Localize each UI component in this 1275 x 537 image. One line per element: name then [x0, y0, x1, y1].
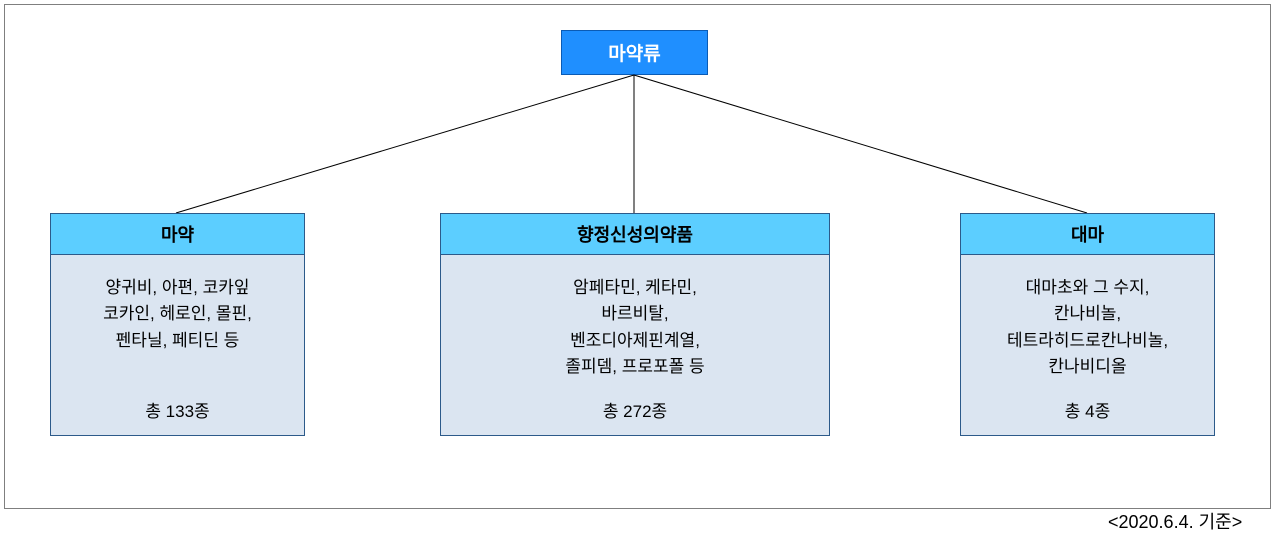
child-node: 향정신성의약품암페타민, 케타민, 바르비탈, 벤조디아제핀계열, 졸피뎀, 프… — [440, 213, 830, 436]
child-total: 총 4종 — [971, 389, 1204, 425]
child-header: 대마 — [961, 214, 1214, 255]
child-total: 총 133종 — [61, 389, 294, 425]
child-examples: 양귀비, 아편, 코카잎 코카인, 헤로인, 몰핀, 펜타닐, 페티딘 등 — [61, 275, 294, 354]
child-body: 대마초와 그 수지, 칸나비놀, 테트라히드로칸나비놀, 칸나비디올총 4종 — [961, 255, 1214, 435]
child-total: 총 272종 — [451, 389, 819, 425]
footnote-text: <2020.6.4. 기준> — [1108, 512, 1242, 532]
child-body: 양귀비, 아편, 코카잎 코카인, 헤로인, 몰핀, 펜타닐, 페티딘 등총 1… — [51, 255, 304, 435]
child-examples: 대마초와 그 수지, 칸나비놀, 테트라히드로칸나비놀, 칸나비디올 — [971, 275, 1204, 380]
child-body: 암페타민, 케타민, 바르비탈, 벤조디아제핀계열, 졸피뎀, 프로포폴 등총 … — [441, 255, 829, 435]
root-label: 마약류 — [608, 39, 660, 66]
child-header: 마약 — [51, 214, 304, 255]
footnote: <2020.6.4. 기준> — [1108, 508, 1242, 534]
child-node: 대마대마초와 그 수지, 칸나비놀, 테트라히드로칸나비놀, 칸나비디올총 4종 — [960, 213, 1215, 436]
child-node: 마약양귀비, 아편, 코카잎 코카인, 헤로인, 몰핀, 펜타닐, 페티딘 등총… — [50, 213, 305, 436]
root-node: 마약류 — [561, 30, 708, 75]
child-header: 향정신성의약품 — [441, 214, 829, 255]
child-examples: 암페타민, 케타민, 바르비탈, 벤조디아제핀계열, 졸피뎀, 프로포폴 등 — [451, 275, 819, 380]
